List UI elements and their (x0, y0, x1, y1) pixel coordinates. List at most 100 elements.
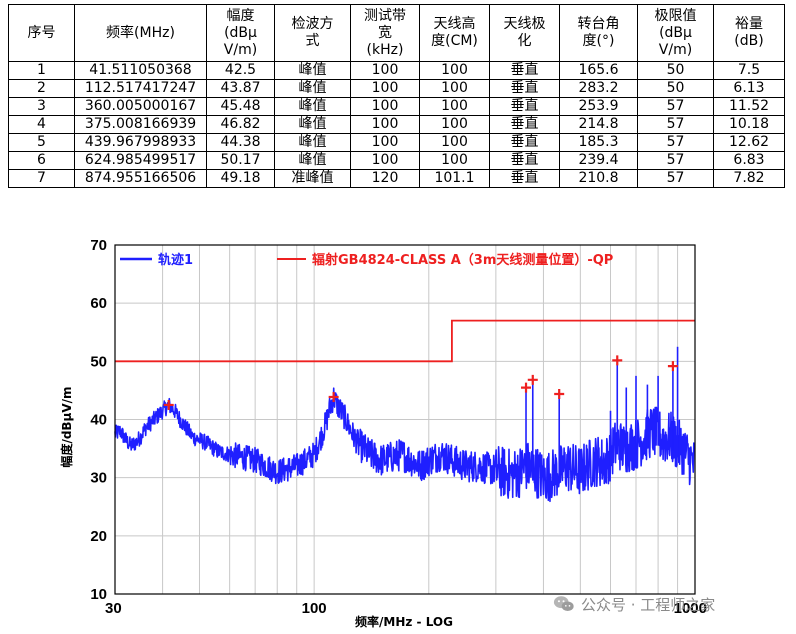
table-cell: 峰值 (274, 133, 351, 152)
table-cell: 垂直 (489, 79, 560, 98)
table-cell: 峰值 (274, 79, 351, 98)
table-cell: 624.985499517 (74, 151, 207, 170)
y-tick-labels: 10 20 30 40 50 60 70 (90, 237, 107, 603)
table-cell: 100 (419, 79, 490, 98)
legend-label-trace: 轨迹1 (158, 252, 193, 268)
column-header: 极限值 (dBμ V/m) (637, 4, 714, 62)
table-cell: 50.17 (206, 151, 275, 170)
table-cell: 165.6 (559, 61, 638, 80)
column-header: 幅度 (dBμ V/m) (206, 4, 275, 62)
table-cell: 112.517417247 (74, 79, 207, 98)
table-cell: 42.5 (206, 61, 275, 80)
legend: 轨迹1 辐射GB4824-CLASS A（3m天线测量位置）-QP (120, 252, 613, 268)
peak-marker (667, 361, 678, 372)
table-cell: 214.8 (559, 115, 638, 134)
y-axis-label: 幅度/dBμV/m (59, 386, 74, 467)
table-cell: 6.13 (713, 79, 785, 98)
table-cell: 57 (637, 97, 714, 116)
table-cell: 100 (350, 115, 420, 134)
table-cell: 3 (8, 97, 75, 116)
legend-label-limit: 辐射GB4824-CLASS A（3m天线测量位置）-QP (312, 252, 613, 268)
table-cell: 7.82 (713, 169, 785, 188)
table-cell: 874.955166506 (74, 169, 207, 188)
column-header-label: 天线极 化 (503, 16, 546, 49)
table-cell: 峰值 (274, 97, 351, 116)
table-cell: 垂直 (489, 61, 560, 80)
table-cell: 100 (350, 61, 420, 80)
column-header-label: 检波方 式 (291, 16, 334, 49)
y-tick-label: 30 (90, 470, 107, 487)
table-cell: 100 (419, 151, 490, 170)
table-cell: 49.18 (206, 169, 275, 188)
y-tick-label: 60 (90, 295, 107, 312)
table-cell: 43.87 (206, 79, 275, 98)
x-axis-label: 频率/MHz - LOG (355, 614, 453, 629)
emission-chart: 10 20 30 40 50 60 70 30 100 1000 轨迹1 辐射GB4824-CL… (59, 237, 707, 629)
table-cell: 垂直 (489, 169, 560, 188)
column-header: 转台角 度(°) (559, 4, 638, 62)
column-header: 序号 (8, 4, 75, 62)
table-cell: 45.48 (206, 97, 275, 116)
table-cell: 100 (419, 133, 490, 152)
table-cell: 7.5 (713, 61, 785, 80)
column-header-label: 天线高 度(CM) (431, 16, 478, 49)
table-cell: 12.62 (713, 133, 785, 152)
table-cell: 50 (637, 79, 714, 98)
y-tick-label: 50 (90, 353, 107, 370)
table-cell: 垂直 (489, 115, 560, 134)
table-cell: 1 (8, 61, 75, 80)
y-tick-label: 20 (90, 528, 107, 545)
table-cell: 283.2 (559, 79, 638, 98)
table-cell: 2 (8, 79, 75, 98)
table-cell: 46.82 (206, 115, 275, 134)
table-body: 1 41.511050368 42.5 峰值 100 100 垂直 165.6 50 7.5 2 11… (8, 61, 785, 188)
trace-series-line (114, 387, 696, 503)
column-header: 检波方 式 (274, 4, 351, 62)
table-row: 1 41.511050368 42.5 峰值 100 100 垂直 165.6 50 7.5 (8, 61, 785, 80)
peak-marker (527, 374, 538, 385)
table-cell: 11.52 (713, 97, 785, 116)
x-tick-labels: 30 100 1000 (105, 600, 707, 617)
column-header: 天线极 化 (489, 4, 560, 62)
table-cell: 253.9 (559, 97, 638, 116)
x-tick-label: 100 (302, 600, 327, 617)
table-cell: 峰值 (274, 151, 351, 170)
table-cell: 4 (8, 115, 75, 134)
table-cell: 6.83 (713, 151, 785, 170)
peak-marker (328, 391, 339, 402)
column-header-label: 频率(MHz) (106, 24, 175, 41)
table-cell: 100 (350, 79, 420, 98)
table-cell: 峰值 (274, 61, 351, 80)
x-tick-label: 1000 (674, 600, 707, 617)
table-cell: 5 (8, 133, 75, 152)
limit-series-line (115, 319, 695, 363)
table-cell: 10.18 (713, 115, 785, 134)
table-cell: 峰值 (274, 115, 351, 134)
column-header: 频率(MHz) (74, 4, 207, 62)
table-row: 5 439.967998933 44.38 峰值 100 100 垂直 185.3 57 12.6… (8, 133, 785, 152)
table-cell: 100 (350, 151, 420, 170)
table-cell: 100 (419, 97, 490, 116)
peak-marker (163, 399, 174, 410)
table-cell: 7 (8, 169, 75, 188)
table-cell: 210.8 (559, 169, 638, 188)
column-header: 测试带 宽 (kHz) (350, 4, 420, 62)
table-header-row: 序号 频率(MHz) 幅度 (dBμ V/m) 检波方 式测试带 宽 (kHz) 天线高… (8, 4, 785, 62)
column-header: 天线高 度(CM) (419, 4, 490, 62)
peak-markers (163, 355, 678, 410)
limit-line (115, 319, 695, 363)
table-cell: 57 (637, 133, 714, 152)
table-cell: 垂直 (489, 97, 560, 116)
column-header-label: 极限值 (dBμ V/m) (654, 7, 697, 58)
peak-marker (612, 355, 623, 366)
plot-frame (114, 244, 696, 595)
table-cell: 239.4 (559, 151, 638, 170)
table-cell: 6 (8, 151, 75, 170)
table-row: 4 375.008166939 46.82 峰值 100 100 垂直 214.8 57 10.1… (8, 115, 785, 134)
wechat-icon (553, 596, 574, 612)
table-cell: 100 (419, 61, 490, 80)
table-row: 7 874.955166506 49.18 准峰值 120 101.1 垂直 210.8 57 7… (8, 169, 785, 188)
table-cell: 439.967998933 (74, 133, 207, 152)
column-header-label: 幅度 (dBμ V/m) (223, 7, 258, 58)
table-cell: 101.1 (419, 169, 490, 188)
